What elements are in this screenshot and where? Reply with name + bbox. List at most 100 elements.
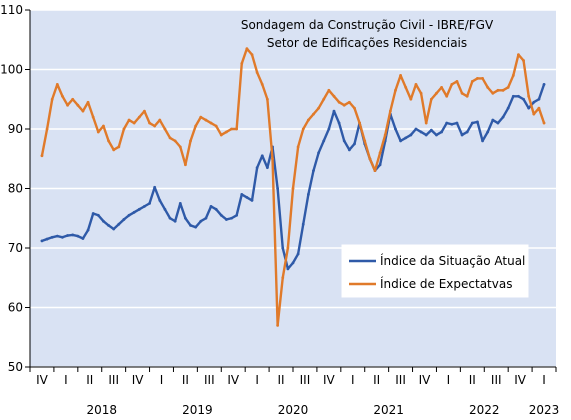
x-quarter-label: II [469, 373, 476, 387]
data-point [491, 118, 495, 122]
data-point [45, 127, 49, 131]
data-point [414, 82, 418, 86]
data-point [332, 94, 336, 98]
data-point [173, 139, 177, 143]
data-point [368, 157, 372, 161]
data-point [112, 227, 116, 231]
data-point [163, 127, 167, 131]
data-point [81, 109, 85, 113]
x-quarter-label: III [395, 373, 406, 387]
data-point [40, 154, 44, 158]
data-point [71, 97, 75, 101]
x-quarter-label: II [278, 373, 285, 387]
x-quarter-label: IV [227, 373, 240, 387]
data-point [112, 148, 116, 152]
data-point [276, 323, 280, 327]
data-point [522, 59, 525, 62]
data-point [527, 94, 531, 98]
data-point [429, 97, 433, 101]
data-point [542, 121, 546, 125]
chart-title: Sondagem da Construção Civil - IBRE/FGV [241, 18, 494, 32]
data-point [394, 127, 397, 131]
data-point [347, 148, 351, 152]
data-point [143, 109, 146, 113]
data-point [91, 212, 95, 215]
data-point [96, 213, 100, 217]
x-year-label: 2019 [182, 403, 213, 417]
data-point [61, 235, 64, 239]
data-point [132, 210, 136, 214]
data-point [55, 82, 59, 86]
data-point [199, 115, 203, 119]
x-quarter-label: II [86, 373, 93, 387]
data-point [532, 100, 536, 104]
data-point [122, 218, 126, 221]
y-tick-label: 60 [8, 301, 23, 315]
data-point [50, 97, 54, 101]
data-point [383, 133, 387, 137]
data-point [296, 252, 300, 256]
chart-subtitle: Setor de Edificações Residenciais [267, 36, 467, 50]
x-quarter-label: III [204, 373, 215, 387]
data-point [260, 154, 264, 158]
data-point [465, 130, 469, 134]
data-point [347, 100, 351, 104]
legend-box [341, 244, 529, 298]
data-point [76, 103, 80, 107]
data-point [306, 118, 310, 122]
data-point [450, 82, 454, 86]
data-point [517, 53, 520, 57]
data-point [296, 145, 300, 149]
data-point [230, 216, 233, 220]
data-point [445, 94, 449, 98]
data-point [517, 94, 520, 98]
data-point [178, 201, 182, 205]
data-point [317, 151, 321, 155]
data-point [476, 120, 479, 124]
y-tick-label: 90 [8, 122, 23, 136]
data-point [322, 97, 326, 101]
x-quarter-label: I [160, 373, 164, 387]
data-point [332, 109, 336, 113]
data-point [537, 106, 541, 110]
data-point [265, 97, 269, 101]
data-point [301, 127, 305, 131]
x-quarter-label: II [182, 373, 189, 387]
series-points-0 [40, 82, 546, 271]
data-point [399, 139, 402, 143]
data-point [66, 103, 69, 107]
data-point [163, 207, 167, 211]
data-point [424, 133, 428, 137]
y-tick-label: 50 [8, 360, 23, 374]
data-point [511, 94, 515, 98]
data-point [440, 85, 443, 89]
data-point [378, 151, 382, 155]
data-point [61, 94, 64, 98]
data-point [132, 121, 136, 125]
x-year-label: 2021 [373, 403, 404, 417]
data-point [496, 88, 500, 92]
data-point [194, 225, 198, 229]
data-point [291, 261, 295, 265]
x-quarter-label: III [300, 373, 311, 387]
data-point [71, 233, 75, 237]
data-point [481, 77, 484, 80]
data-point [511, 74, 515, 77]
data-point [148, 121, 151, 125]
data-point [455, 80, 459, 83]
x-quarter-label: I [255, 373, 259, 387]
data-point [312, 169, 315, 173]
data-point [424, 121, 428, 125]
data-point [506, 85, 510, 89]
data-point [358, 121, 361, 125]
x-year-label: 2018 [86, 403, 117, 417]
x-quarter-label: IV [132, 373, 145, 387]
data-point [260, 82, 264, 86]
data-point [409, 133, 413, 137]
data-point [388, 109, 392, 113]
data-point [76, 234, 80, 238]
data-point [219, 213, 223, 217]
data-point [153, 185, 157, 189]
data-point [81, 237, 85, 240]
data-point [127, 213, 131, 217]
